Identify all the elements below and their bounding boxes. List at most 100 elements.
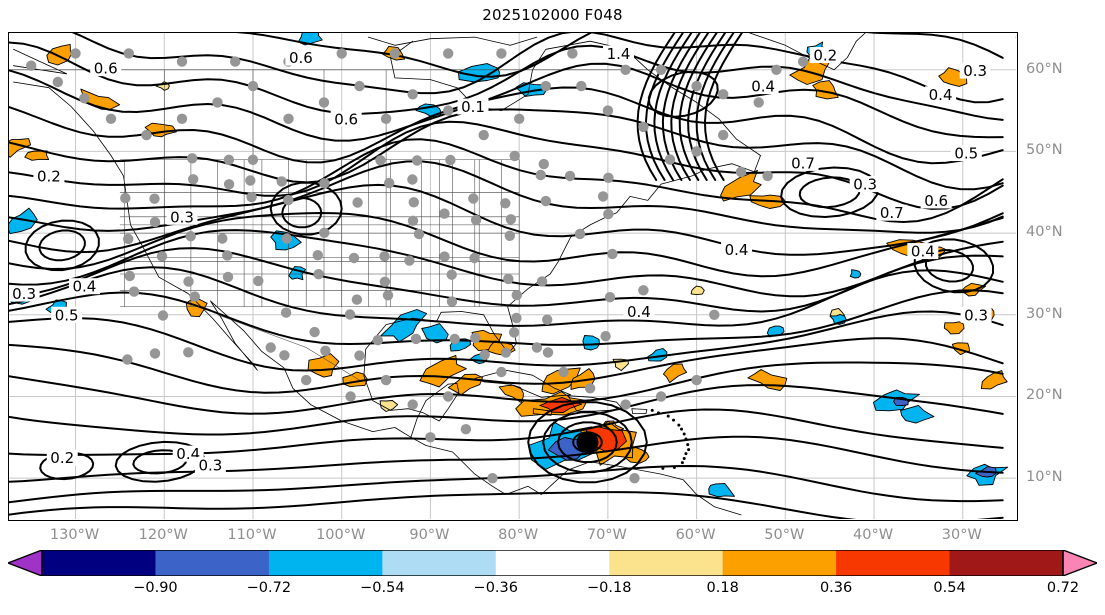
anomaly-patch	[307, 353, 340, 378]
station-marker	[542, 314, 553, 325]
station-marker	[567, 48, 578, 59]
station-marker	[222, 250, 233, 261]
tropical-cyclone-center	[576, 431, 599, 454]
contour-label: 0.4	[929, 86, 953, 104]
station-marker	[508, 327, 520, 338]
station-marker	[478, 129, 489, 141]
station-marker	[600, 331, 611, 342]
contour-line	[9, 465, 1004, 504]
station-marker	[753, 97, 764, 108]
colorbar	[8, 550, 1097, 576]
colorbar-tick-label: −0.18	[587, 580, 632, 596]
station-marker	[320, 345, 331, 356]
contour-label: 0.6	[94, 60, 118, 78]
island-marker	[680, 461, 684, 465]
contour-cell	[38, 229, 86, 262]
y-tick-label: 40°N	[1026, 224, 1063, 241]
station-marker	[183, 347, 194, 358]
contour-label: 0.4	[627, 303, 651, 321]
station-marker	[265, 342, 276, 353]
station-marker	[468, 193, 479, 204]
contour-label: 0.2	[37, 167, 61, 185]
anomaly-patch	[9, 207, 38, 235]
anomaly-patch	[849, 269, 862, 279]
station-marker	[655, 64, 667, 75]
station-marker	[691, 146, 702, 157]
station-marker	[382, 290, 394, 301]
station-marker	[558, 366, 569, 378]
contour-line	[653, 33, 693, 181]
station-marker	[487, 473, 498, 484]
station-marker	[762, 170, 773, 182]
anomaly-patch	[582, 335, 600, 351]
anomaly-patch	[380, 309, 428, 343]
station-marker	[380, 374, 392, 386]
station-marker	[718, 129, 729, 141]
contour-cell	[24, 219, 100, 272]
contour-line	[9, 491, 1004, 519]
contour-cell	[132, 449, 188, 475]
contour-line	[236, 33, 1004, 78]
station-marker	[120, 192, 131, 204]
colorbar-segment	[155, 550, 270, 576]
station-marker	[771, 64, 782, 75]
station-marker	[312, 250, 323, 261]
station-marker	[511, 289, 522, 301]
station-marker	[735, 166, 747, 178]
station-marker	[176, 56, 188, 67]
contour-label: 0.2	[813, 47, 837, 65]
station-marker	[479, 349, 490, 360]
colorbar-segment	[268, 550, 383, 576]
contour-cell	[527, 401, 648, 484]
colorbar-extend-min	[8, 550, 43, 576]
station-marker	[354, 350, 365, 361]
station-marker	[709, 309, 720, 320]
station-marker	[105, 113, 117, 125]
station-marker	[664, 154, 676, 165]
colorbar-tick-label: 0.72	[1046, 580, 1080, 596]
station-marker	[542, 347, 554, 358]
x-tick-label: 40°W	[853, 527, 894, 543]
colorbar-extend-max	[1062, 550, 1097, 576]
station-marker	[407, 89, 418, 100]
contour-line	[636, 33, 676, 181]
x-tick-label: 70°W	[586, 527, 627, 543]
contour-label: 0.6	[334, 110, 358, 128]
station-marker	[574, 228, 586, 240]
contour-line	[9, 384, 1004, 436]
station-marker	[607, 248, 618, 260]
x-tick-label: 30°W	[941, 527, 982, 543]
station-marker	[345, 391, 356, 402]
contour-label: 0.5	[954, 145, 978, 163]
colorbar-segment	[949, 550, 1064, 576]
station-marker	[309, 326, 320, 338]
contour-cell	[542, 411, 633, 474]
station-marker	[222, 271, 234, 283]
station-marker	[380, 113, 392, 125]
y-tick-label: 10°N	[1026, 469, 1063, 486]
island-marker	[686, 443, 690, 447]
contour-line	[9, 120, 1004, 210]
colorbar-tick-label: 0.18	[706, 580, 739, 596]
station-marker	[379, 251, 390, 262]
colorbar-tick-label: 0.36	[819, 580, 853, 596]
station-marker	[70, 48, 81, 59]
contour-line	[645, 33, 684, 181]
station-marker	[176, 113, 188, 125]
island-marker	[661, 466, 665, 470]
colorbar-segment	[382, 550, 497, 576]
x-tick-label: 60°W	[675, 527, 716, 543]
colorbar-segment	[42, 550, 156, 576]
contour-label: 0.1	[461, 98, 485, 116]
island-marker	[650, 408, 654, 412]
colorbar-tick-label: −0.90	[133, 580, 178, 596]
station-marker	[247, 154, 259, 165]
contour-cell	[798, 176, 861, 209]
station-marker	[629, 473, 640, 484]
contour-line	[9, 212, 1004, 278]
station-marker	[149, 348, 161, 359]
station-marker	[638, 285, 649, 296]
station-marker	[446, 296, 458, 307]
station-marker	[156, 251, 168, 262]
